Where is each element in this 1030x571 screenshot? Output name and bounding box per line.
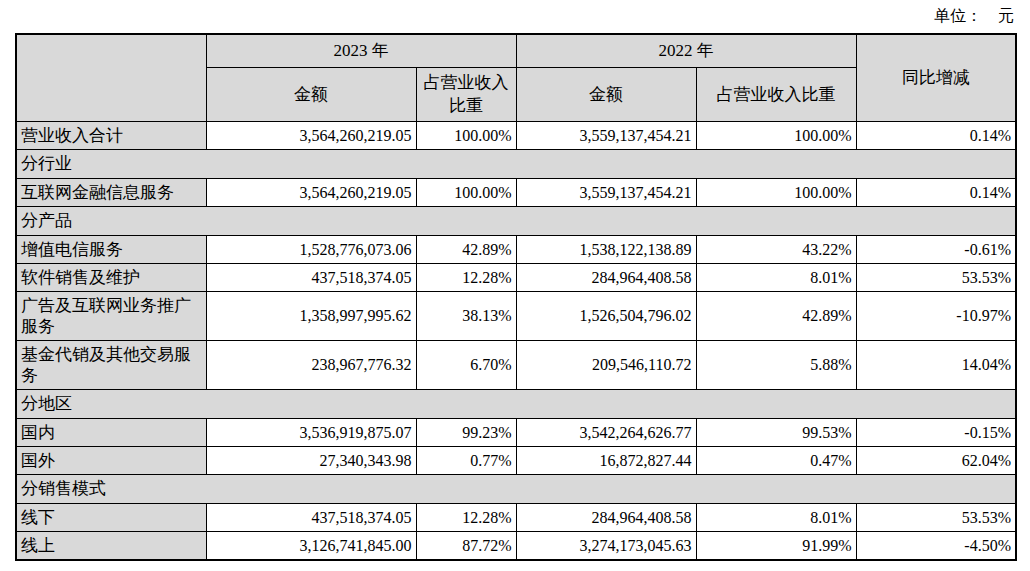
table-body: 营业收入合计3,564,260,219.05100.00%3,559,137,4… xyxy=(16,121,1016,560)
section-row: 分地区 xyxy=(16,389,1016,418)
row-label: 广告及互联网业务推广服务 xyxy=(16,291,206,340)
cell-amount-2022: 1,526,504,796.02 xyxy=(516,291,696,340)
table-row: 线上3,126,741,845.0087.72%3,274,173,045.63… xyxy=(16,531,1016,560)
cell-yoy-change: 0.14% xyxy=(856,178,1016,206)
table-row: 互联网金融信息服务3,564,260,219.05100.00%3,559,13… xyxy=(16,178,1016,206)
cell-ratio-2023: 99.23% xyxy=(416,418,516,446)
header-amount-2023: 金额 xyxy=(206,67,416,121)
cell-ratio-2023: 12.28% xyxy=(416,263,516,291)
cell-amount-2022: 16,872,827.44 xyxy=(516,446,696,474)
header-amount-2022: 金额 xyxy=(516,67,696,121)
cell-ratio-2022: 5.88% xyxy=(696,340,856,389)
cell-amount-2023: 3,126,741,845.00 xyxy=(206,531,416,560)
cell-amount-2022: 3,559,137,454.21 xyxy=(516,178,696,206)
header-ratio-2023: 占营业收入比重 xyxy=(416,67,516,121)
cell-amount-2022: 209,546,110.72 xyxy=(516,340,696,389)
cell-ratio-2023: 38.13% xyxy=(416,291,516,340)
section-label: 分产品 xyxy=(16,206,1016,235)
row-label: 营业收入合计 xyxy=(16,121,206,149)
cell-amount-2023: 3,536,919,875.07 xyxy=(206,418,416,446)
table-row: 国内3,536,919,875.0799.23%3,542,264,626.77… xyxy=(16,418,1016,446)
cell-yoy-change: -0.61% xyxy=(856,235,1016,263)
row-label: 基金代销及其他交易服务 xyxy=(16,340,206,389)
row-label: 线下 xyxy=(16,503,206,531)
table-row: 增值电信服务1,528,776,073.0642.89%1,538,122,13… xyxy=(16,235,1016,263)
cell-yoy-change: 14.04% xyxy=(856,340,1016,389)
section-row: 分销售模式 xyxy=(16,474,1016,503)
cell-amount-2023: 1,528,776,073.06 xyxy=(206,235,416,263)
cell-amount-2023: 1,358,997,995.62 xyxy=(206,291,416,340)
cell-ratio-2022: 43.22% xyxy=(696,235,856,263)
report-page: 单位： 元 2023 年 2022 年 同比增减 金额 占营业收入比重 金额 占… xyxy=(0,0,1030,571)
revenue-breakdown-table: 2023 年 2022 年 同比增减 金额 占营业收入比重 金额 占营业收入比重… xyxy=(15,33,1017,561)
cell-ratio-2023: 87.72% xyxy=(416,531,516,560)
cell-ratio-2023: 0.77% xyxy=(416,446,516,474)
cell-yoy-change: -0.15% xyxy=(856,418,1016,446)
cell-ratio-2023: 12.28% xyxy=(416,503,516,531)
header-yoy-change: 同比增减 xyxy=(856,34,1016,121)
cell-yoy-change: 62.04% xyxy=(856,446,1016,474)
cell-yoy-change: -10.97% xyxy=(856,291,1016,340)
cell-ratio-2022: 0.47% xyxy=(696,446,856,474)
row-label: 国外 xyxy=(16,446,206,474)
cell-amount-2022: 3,542,264,626.77 xyxy=(516,418,696,446)
cell-amount-2022: 284,964,408.58 xyxy=(516,503,696,531)
header-year-2023: 2023 年 xyxy=(206,34,516,67)
cell-ratio-2022: 100.00% xyxy=(696,121,856,149)
cell-amount-2023: 437,518,374.05 xyxy=(206,503,416,531)
cell-amount-2022: 284,964,408.58 xyxy=(516,263,696,291)
cell-ratio-2022: 8.01% xyxy=(696,503,856,531)
table-row: 软件销售及维护437,518,374.0512.28%284,964,408.5… xyxy=(16,263,1016,291)
header-corner xyxy=(16,34,206,121)
cell-ratio-2022: 99.53% xyxy=(696,418,856,446)
cell-yoy-change: 53.53% xyxy=(856,263,1016,291)
table-row: 营业收入合计3,564,260,219.05100.00%3,559,137,4… xyxy=(16,121,1016,149)
cell-amount-2023: 3,564,260,219.05 xyxy=(206,178,416,206)
table-header: 2023 年 2022 年 同比增减 金额 占营业收入比重 金额 占营业收入比重 xyxy=(16,34,1016,121)
cell-amount-2022: 1,538,122,138.89 xyxy=(516,235,696,263)
row-label: 国内 xyxy=(16,418,206,446)
cell-ratio-2022: 42.89% xyxy=(696,291,856,340)
table-row: 广告及互联网业务推广服务1,358,997,995.6238.13%1,526,… xyxy=(16,291,1016,340)
cell-ratio-2023: 100.00% xyxy=(416,178,516,206)
cell-amount-2023: 27,340,343.98 xyxy=(206,446,416,474)
cell-amount-2023: 3,564,260,219.05 xyxy=(206,121,416,149)
row-label: 增值电信服务 xyxy=(16,235,206,263)
cell-ratio-2023: 100.00% xyxy=(416,121,516,149)
table-row: 基金代销及其他交易服务238,967,776.326.70%209,546,11… xyxy=(16,340,1016,389)
cell-ratio-2023: 6.70% xyxy=(416,340,516,389)
cell-ratio-2022: 8.01% xyxy=(696,263,856,291)
cell-amount-2022: 3,559,137,454.21 xyxy=(516,121,696,149)
table-row: 国外27,340,343.980.77%16,872,827.440.47%62… xyxy=(16,446,1016,474)
unit-label: 单位： 元 xyxy=(934,6,1014,27)
table-row: 线下437,518,374.0512.28%284,964,408.588.01… xyxy=(16,503,1016,531)
cell-amount-2022: 3,274,173,045.63 xyxy=(516,531,696,560)
section-label: 分行业 xyxy=(16,149,1016,178)
row-label: 线上 xyxy=(16,531,206,560)
row-label: 软件销售及维护 xyxy=(16,263,206,291)
cell-amount-2023: 437,518,374.05 xyxy=(206,263,416,291)
section-row: 分产品 xyxy=(16,206,1016,235)
cell-yoy-change: 0.14% xyxy=(856,121,1016,149)
cell-yoy-change: 53.53% xyxy=(856,503,1016,531)
section-label: 分地区 xyxy=(16,389,1016,418)
cell-yoy-change: -4.50% xyxy=(856,531,1016,560)
header-year-2022: 2022 年 xyxy=(516,34,856,67)
cell-ratio-2023: 42.89% xyxy=(416,235,516,263)
cell-ratio-2022: 100.00% xyxy=(696,178,856,206)
header-ratio-2022: 占营业收入比重 xyxy=(696,67,856,121)
section-row: 分行业 xyxy=(16,149,1016,178)
section-label: 分销售模式 xyxy=(16,474,1016,503)
cell-amount-2023: 238,967,776.32 xyxy=(206,340,416,389)
row-label: 互联网金融信息服务 xyxy=(16,178,206,206)
cell-ratio-2022: 91.99% xyxy=(696,531,856,560)
